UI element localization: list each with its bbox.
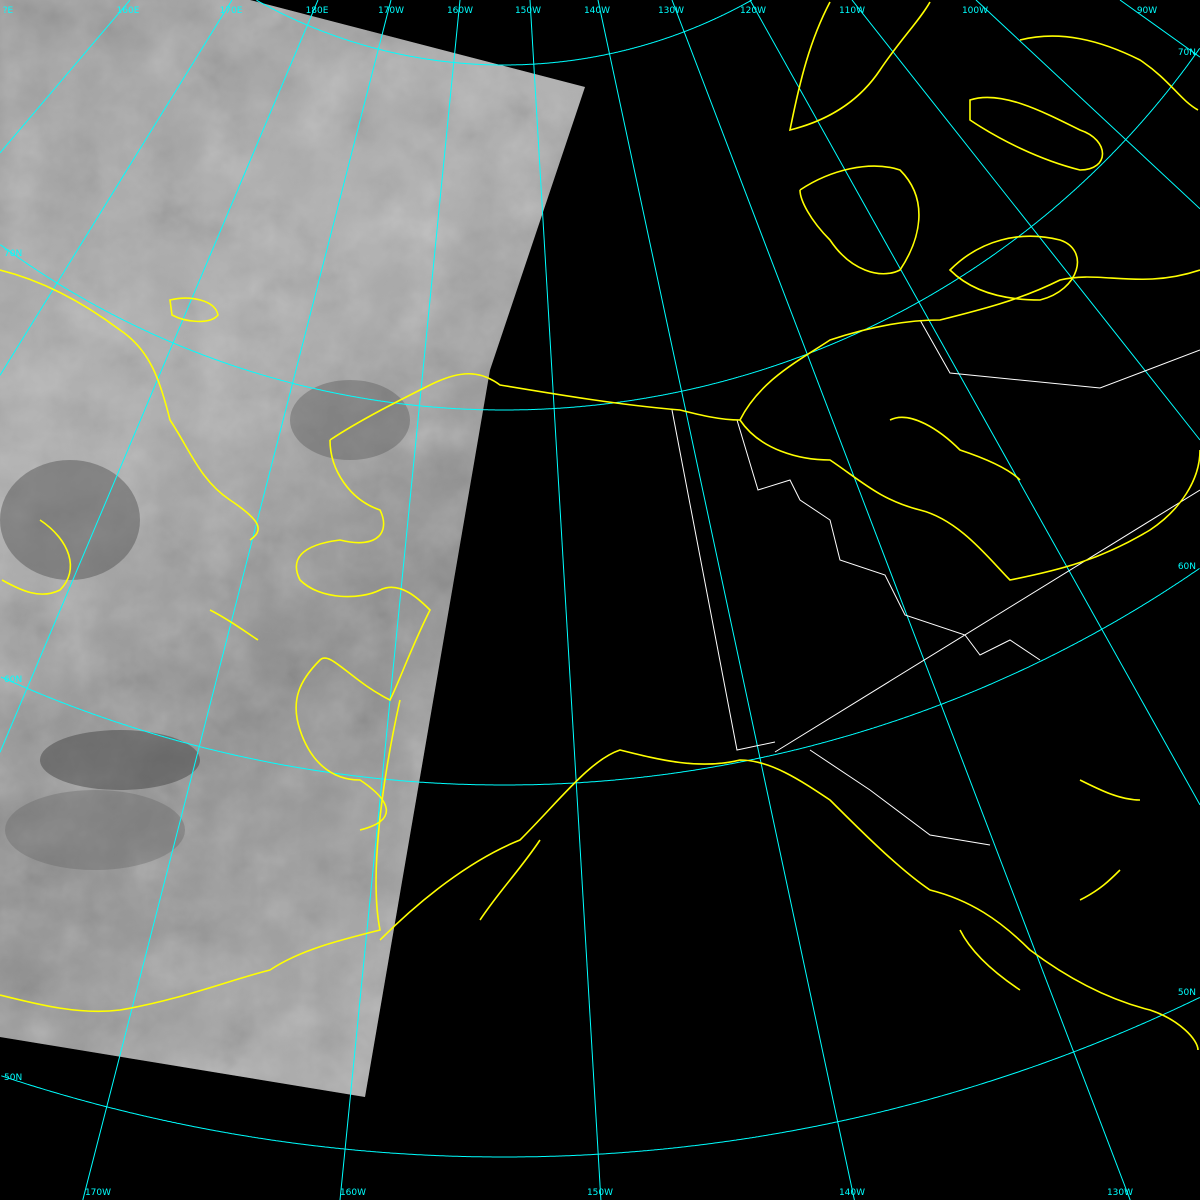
graticule-label: 170W [378, 6, 404, 16]
borders [671, 319, 1200, 846]
meridian-line [339, 0, 461, 1200]
satellite-swath [0, 0, 585, 1097]
graticule-label: 60N [1178, 562, 1196, 572]
graticule-label: 160W [340, 1188, 366, 1198]
meridian-line [975, 0, 1200, 210]
graticule-label: 50N [1178, 988, 1196, 998]
graticule-label: 150W [515, 6, 541, 16]
graticule-label: 170E [220, 6, 243, 16]
graticule-label: 70N [4, 249, 22, 259]
graticule-label: 130W [1107, 1188, 1133, 1198]
graticule-label: 110W [839, 6, 865, 16]
graticule-label: 90W [1137, 6, 1157, 16]
graticule-label: 170W [85, 1188, 111, 1198]
meridian-line [0, 0, 319, 753]
meridian-line [0, 0, 131, 154]
graticule-label: 100W [962, 6, 988, 16]
graticule-label: 60N [4, 675, 22, 685]
meridian-line [597, 0, 855, 1200]
meridian-line [1119, 0, 1200, 58]
graticule-label: 120W [740, 6, 766, 16]
graticule-label: 180E [306, 6, 329, 16]
meridian-line [82, 0, 392, 1200]
graticule-label: 140W [584, 6, 610, 16]
meridian-line [851, 0, 1200, 441]
graticule-labels: ?E 160E 170E 180E 170W 160W 150W 140W 130W 120W 11… [3, 6, 1196, 1198]
graticule-label: 160W [447, 6, 473, 16]
graticule-label: 140W [839, 1188, 865, 1198]
meridian-line [529, 0, 602, 1200]
parallel-arc [1, 997, 1200, 1158]
graticule-label: 70N [1178, 48, 1196, 58]
meridian-line [0, 0, 233, 376]
graticule-label: 160E [117, 6, 140, 16]
graticule-label: 130W [658, 6, 684, 16]
parallel-arc [0, 567, 1200, 786]
graticule-label: 50N [4, 1073, 22, 1083]
meridian-line [671, 0, 1131, 1200]
graticule-label: ?E [3, 6, 14, 16]
parallel-arc [256, 0, 753, 66]
graticule-label: 150W [587, 1188, 613, 1198]
parallel-arc [0, 48, 1200, 411]
coastlines [0, 1, 1200, 1051]
meridian-line [749, 0, 1200, 806]
